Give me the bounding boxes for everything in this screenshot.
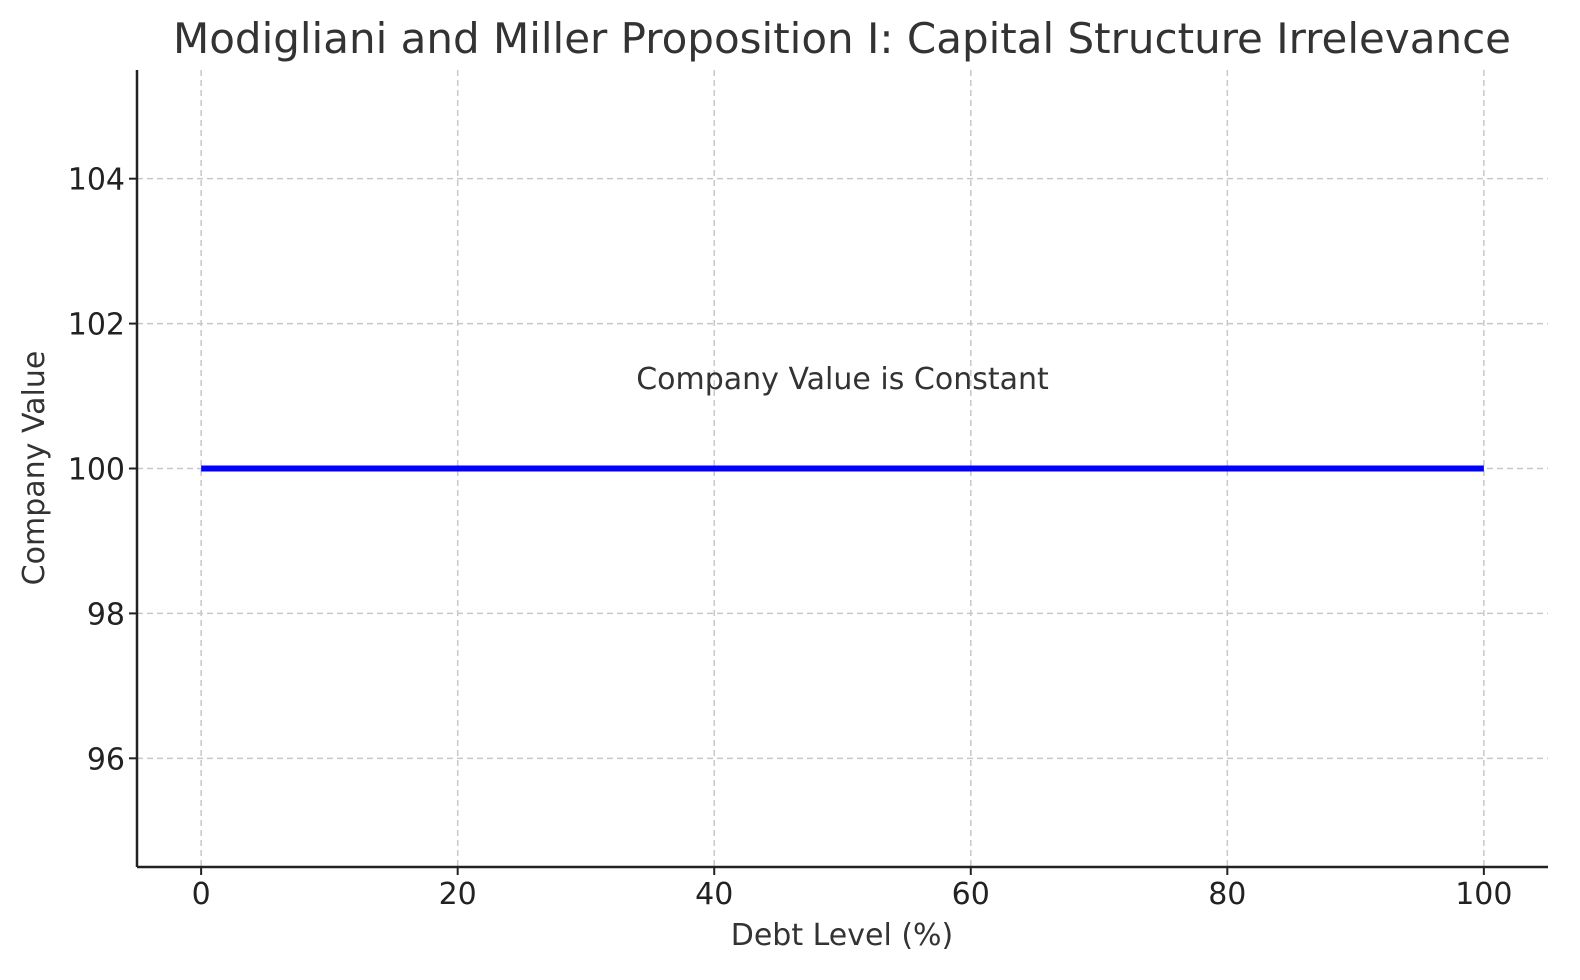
annotation-text: Company Value is Constant	[636, 362, 1049, 397]
y-tick-label: 100	[68, 453, 125, 488]
x-tick-label: 80	[1208, 877, 1246, 912]
y-tick-label: 96	[87, 742, 125, 777]
y-tick-label: 104	[68, 163, 125, 198]
ticks: 0 20 40 60 80 100 96 98 100 102 104	[68, 163, 1513, 912]
y-axis-label: Company Value	[17, 351, 52, 586]
annotations: Company Value is Constant	[636, 362, 1049, 397]
chart-title: Modigliani and Miller Proposition I: Cap…	[173, 14, 1511, 63]
y-tick-label: 102	[68, 308, 125, 343]
x-tick-label: 40	[695, 877, 733, 912]
x-tick-label: 20	[439, 877, 477, 912]
x-tick-label: 0	[192, 877, 211, 912]
x-axis-label: Debt Level (%)	[731, 918, 954, 953]
x-tick-label: 100	[1455, 877, 1512, 912]
y-tick-label: 98	[87, 597, 125, 632]
x-tick-label: 60	[952, 877, 990, 912]
